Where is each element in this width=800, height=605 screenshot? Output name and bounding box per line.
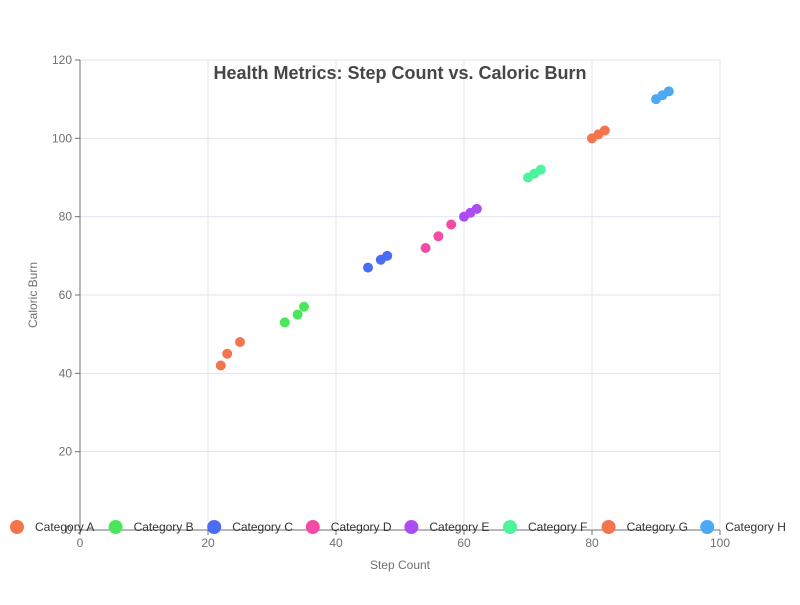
series-category-f [523, 164, 546, 183]
legend-item[interactable]: Category D [305, 520, 392, 534]
legend-marker [305, 520, 320, 534]
axis-layer: 0 20 40 60 80 100 0 20 40 60 80 100 120 [52, 53, 730, 550]
data-point[interactable] [215, 360, 226, 371]
y-tick-label: 20 [59, 445, 73, 459]
y-tick-label: 40 [59, 366, 73, 380]
legend: Category A Category B Category C Category D… [10, 520, 786, 534]
data-point[interactable] [292, 309, 303, 320]
chart-title: Health Metrics: Step Count vs. Caloric B… [213, 63, 586, 83]
y-tick-label: 0 [65, 523, 72, 537]
legend-item[interactable]: Category F [503, 520, 587, 534]
legend-marker [601, 520, 616, 534]
legend-marker [700, 520, 715, 534]
legend-item[interactable]: Category E [404, 520, 489, 534]
legend-item[interactable]: Category H [700, 520, 786, 534]
legend-item[interactable]: Category A [10, 520, 94, 534]
y-tick-label: 100 [52, 131, 72, 145]
legend-item[interactable]: Category C [207, 520, 293, 534]
x-axis-title: Step Count [370, 558, 431, 572]
legend-label: Category B [134, 520, 194, 534]
legend-marker [108, 520, 123, 534]
legend-label: Category F [528, 520, 587, 534]
legend-item[interactable]: Category B [108, 520, 194, 534]
legend-label: Category E [429, 520, 489, 534]
legend-marker [503, 520, 517, 534]
data-point[interactable] [446, 219, 457, 230]
y-tick-label: 120 [52, 53, 72, 67]
legend-label: Category D [331, 520, 392, 534]
x-tick-label: 0 [77, 536, 84, 550]
data-point[interactable] [663, 86, 674, 97]
legend-marker [404, 520, 419, 534]
legend-label: Category C [232, 520, 293, 534]
series-category-d [420, 219, 457, 253]
data-point[interactable] [299, 301, 309, 312]
series-category-e [459, 203, 482, 222]
data-point[interactable] [279, 317, 290, 328]
data-point[interactable] [535, 164, 546, 175]
series-category-c [363, 250, 393, 273]
x-tick-label: 80 [585, 536, 599, 550]
y-axis-title: Caloric Burn [26, 262, 40, 328]
data-points [215, 86, 674, 371]
legend-label: Category H [725, 520, 786, 534]
series-category-h [651, 86, 674, 105]
y-tick-label: 60 [59, 288, 73, 302]
legend-item[interactable]: Category G [601, 520, 688, 534]
data-point[interactable] [433, 231, 444, 242]
x-tick-label: 40 [329, 536, 343, 550]
legend-label: Category G [627, 520, 688, 534]
series-category-g [587, 125, 610, 144]
series-category-b [279, 301, 309, 328]
series-category-a [215, 337, 245, 371]
data-point[interactable] [235, 337, 245, 347]
y-tick-label: 80 [59, 210, 73, 224]
data-point[interactable] [599, 125, 610, 136]
grid-layer [80, 59, 721, 530]
data-point[interactable] [382, 250, 393, 261]
x-tick-label: 100 [710, 536, 730, 550]
legend-marker [10, 520, 24, 534]
x-tick-label: 20 [201, 536, 215, 550]
legend-marker [207, 520, 222, 534]
x-tick-label: 60 [457, 536, 471, 550]
legend-label: Category A [35, 520, 94, 534]
data-point[interactable] [420, 243, 431, 253]
data-point[interactable] [471, 203, 482, 214]
data-point[interactable] [363, 262, 373, 273]
data-point[interactable] [222, 348, 233, 359]
